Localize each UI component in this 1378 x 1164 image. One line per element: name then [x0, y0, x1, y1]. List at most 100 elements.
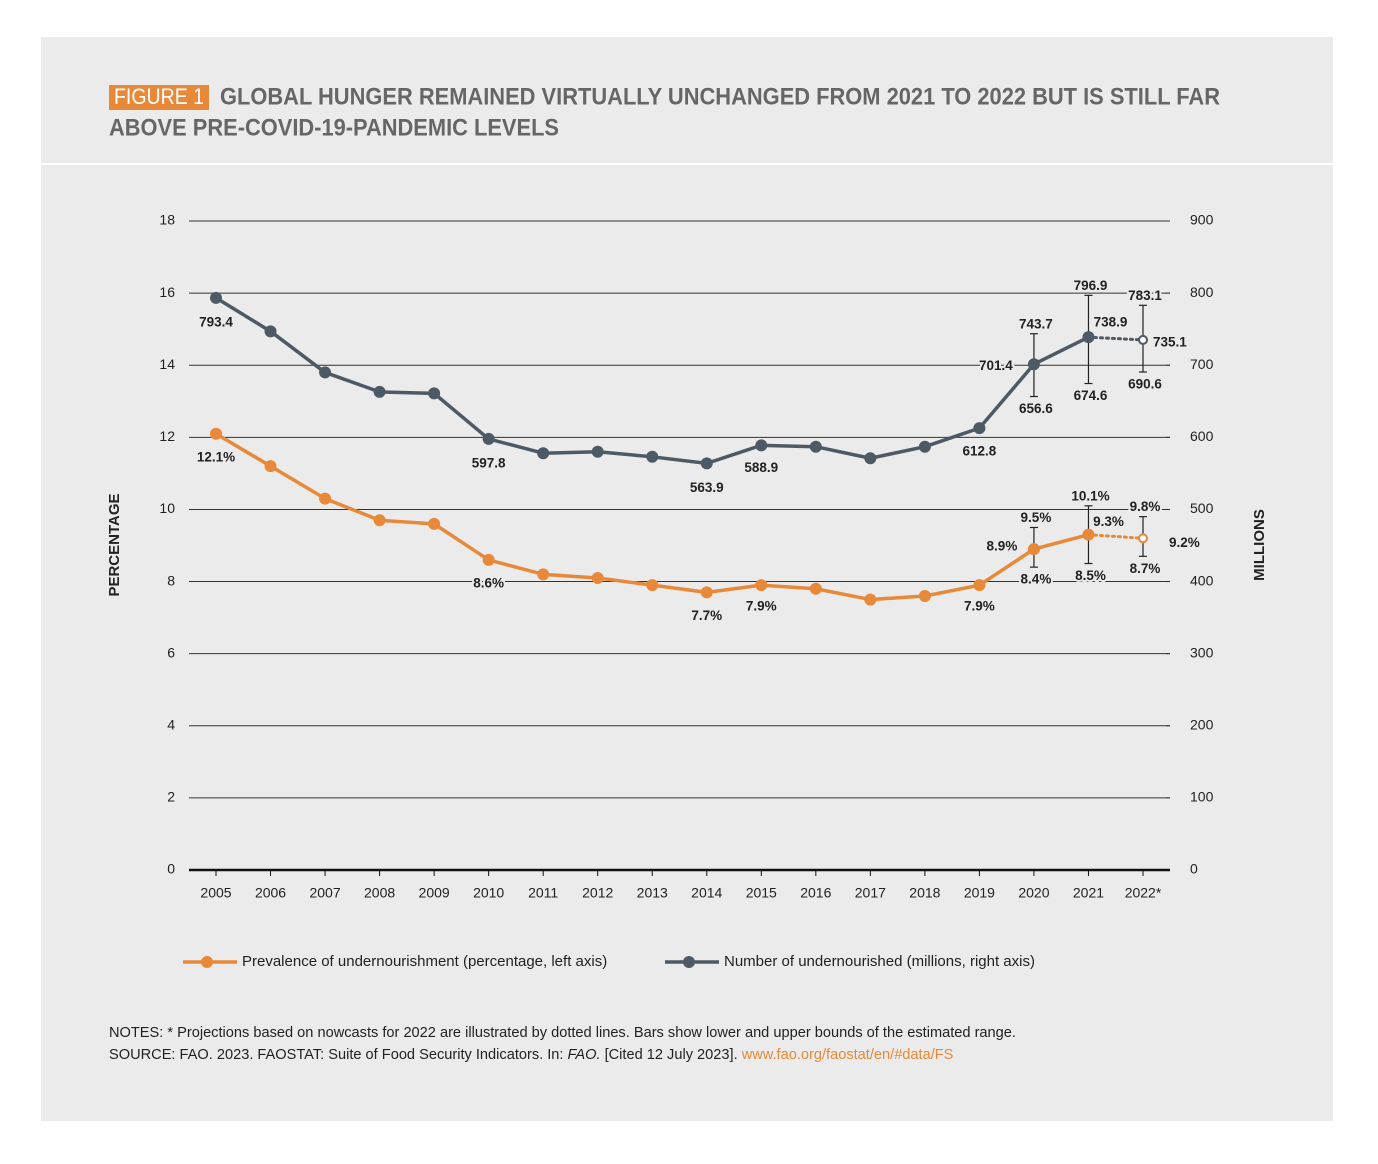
data-label: 7.9%: [746, 599, 777, 614]
x-tick-label: 2009: [419, 885, 450, 901]
data-label: 735.1: [1153, 334, 1187, 349]
data-label: 9.3%: [1093, 514, 1124, 529]
point: [428, 387, 441, 400]
point: [1082, 528, 1095, 541]
upper-label: 783.1: [1128, 288, 1162, 303]
lower-label: 8.7%: [1130, 561, 1161, 576]
y-axis-title: PERCENTAGE: [106, 493, 123, 596]
figure-label: FIGURE 1: [114, 84, 204, 109]
point: [210, 427, 222, 440]
projection-line: [1086, 335, 1145, 342]
point: [482, 553, 495, 566]
data-label: 701.4: [979, 358, 1013, 373]
figure-badge: [109, 85, 209, 110]
y2-tick-label: 300: [1190, 644, 1214, 660]
data-label: 588.9: [744, 460, 778, 475]
panel: [41, 37, 1333, 1121]
point: [646, 579, 659, 592]
projection-line: [1086, 533, 1145, 540]
legend-marker: [201, 956, 213, 968]
y2-tick-label: 900: [1190, 212, 1214, 228]
point: [428, 517, 441, 530]
point: [373, 514, 386, 527]
point: [482, 432, 495, 445]
legend-label: Prevalence of undernourishment (percenta…: [242, 953, 607, 970]
x-tick-label: 2005: [200, 885, 231, 901]
point: [864, 593, 877, 606]
y2-axis-title: MILLIONS: [1251, 509, 1268, 581]
data-label: 12.1%: [197, 449, 235, 464]
data-label: 7.9%: [964, 599, 995, 614]
lower-label: 690.6: [1128, 377, 1162, 392]
upper-label: 9.8%: [1130, 499, 1161, 514]
x-tick-label: 2018: [909, 885, 940, 901]
upper-label: 743.7: [1019, 316, 1053, 331]
point: [918, 440, 931, 453]
source-link[interactable]: www.fao.org/faostat/en/#data/FS: [741, 1047, 954, 1063]
point: [210, 291, 222, 304]
x-tick-label: 2022*: [1125, 885, 1162, 901]
x-tick-label: 2021: [1073, 885, 1104, 901]
point: [264, 460, 277, 473]
point: [537, 568, 550, 581]
data-label: 8.6%: [473, 575, 504, 590]
y2-tick-label: 100: [1190, 789, 1214, 805]
upper-label: 10.1%: [1071, 488, 1109, 503]
y2-tick-label: 400: [1190, 572, 1214, 588]
x-tick-label: 2016: [800, 885, 831, 901]
lower-label: 656.6: [1019, 401, 1053, 416]
upper-label: 9.5%: [1021, 510, 1052, 525]
lower-label: 674.6: [1074, 388, 1108, 403]
source-italic: FAO.: [567, 1047, 601, 1063]
point: [864, 452, 877, 465]
y2-tick-label: 600: [1190, 428, 1214, 444]
title-line: GLOBAL HUNGER REMAINED VIRTUALLY UNCHANG…: [220, 83, 1220, 110]
point: [1027, 358, 1040, 371]
point: [319, 366, 332, 379]
x-tick-label: 2017: [855, 885, 886, 901]
x-tick-label: 2006: [255, 885, 286, 901]
y-tick-label: 14: [159, 356, 175, 372]
y-tick-label: 2: [167, 789, 175, 805]
point: [1138, 533, 1148, 544]
y2-tick-label: 500: [1190, 500, 1214, 516]
point: [646, 450, 659, 463]
data-label: 9.2%: [1169, 535, 1200, 550]
point: [918, 589, 931, 602]
x-tick-label: 2014: [691, 885, 722, 901]
y2-tick-label: 800: [1190, 284, 1214, 300]
x-tick-label: 2013: [637, 885, 668, 901]
y-tick-label: 4: [167, 716, 175, 732]
x-tick-label: 2008: [364, 885, 395, 901]
y2-tick-label: 700: [1190, 356, 1214, 372]
point: [319, 492, 332, 505]
y2-tick-label: 200: [1190, 716, 1214, 732]
point: [264, 325, 277, 338]
x-tick-label: 2010: [473, 885, 504, 901]
point: [755, 439, 768, 452]
y-tick-label: 6: [167, 644, 175, 660]
x-tick-label: 2007: [309, 885, 340, 901]
y-tick-label: 10: [159, 500, 175, 516]
data-label: 563.9: [690, 480, 724, 495]
lower-label: 8.4%: [1021, 572, 1052, 587]
point: [809, 440, 822, 453]
y2-tick-label: 0: [1190, 861, 1198, 877]
y-tick-label: 16: [159, 284, 175, 300]
point: [973, 579, 986, 592]
point: [700, 586, 713, 599]
point: [973, 422, 986, 435]
title-line: ABOVE PRE-COVID-19-PANDEMIC LEVELS: [109, 114, 559, 141]
point: [591, 445, 604, 458]
data-label: 612.8: [963, 444, 997, 459]
y-tick-label: 12: [159, 428, 175, 444]
legend-label: Number of undernourished (millions, righ…: [724, 953, 1035, 970]
point: [1027, 543, 1040, 556]
x-tick-label: 2012: [582, 885, 613, 901]
lower-label: 8.5%: [1075, 568, 1106, 583]
x-tick-label: 2011: [528, 885, 558, 901]
x-tick-label: 2019: [964, 885, 995, 901]
legend-marker: [683, 956, 695, 968]
data-label: 8.9%: [987, 539, 1018, 554]
